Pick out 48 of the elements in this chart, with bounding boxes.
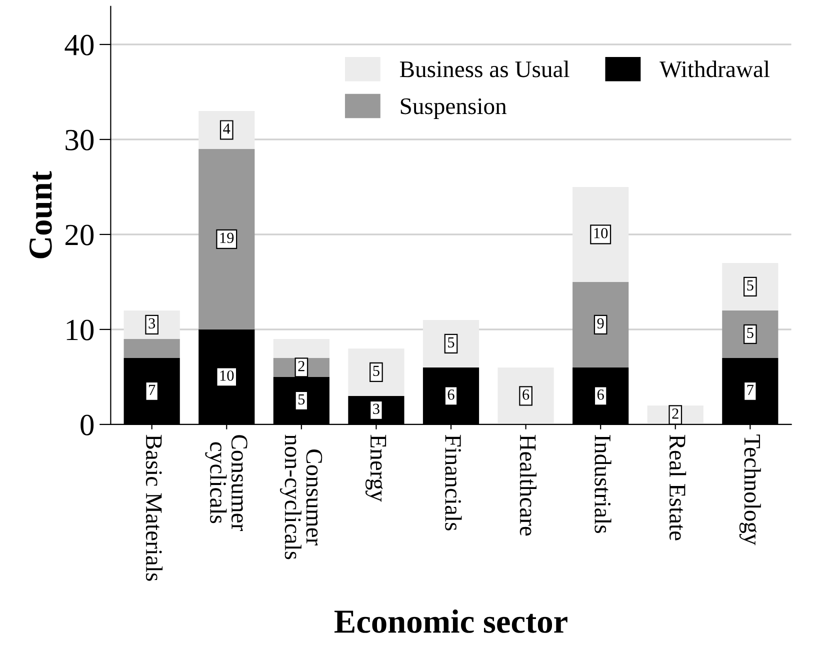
y-tick-label: 0 — [80, 414, 94, 436]
data-label: 5 — [448, 337, 454, 348]
bar — [722, 262, 778, 310]
x-tick-label: Industrials — [594, 435, 612, 533]
bar — [348, 348, 404, 396]
x-tick-label: Basic Materials — [146, 434, 163, 581]
data-label: 19 — [220, 232, 234, 244]
data-label: 5 — [298, 394, 305, 405]
data-label: 3 — [148, 318, 156, 329]
data-label: 2 — [298, 361, 304, 372]
bar — [198, 148, 255, 330]
data-label: 7 — [149, 384, 156, 395]
data-label: 6 — [597, 390, 604, 400]
bar — [124, 338, 180, 358]
legend-label: Business as Usual — [400, 60, 570, 78]
y-axis-title: Count — [29, 171, 52, 258]
y-tick-label: 30 — [66, 130, 94, 150]
data-label: 2 — [672, 408, 678, 419]
bar — [422, 320, 480, 368]
data-label: 7 — [747, 384, 754, 395]
x-tick-label: Healthcare — [520, 434, 536, 536]
data-label: 10 — [220, 370, 234, 381]
y-tick-label: 40 — [64, 34, 94, 56]
bar — [572, 282, 629, 368]
data-label: 10 — [594, 228, 608, 238]
x-tick-label: Technology — [739, 434, 761, 546]
data-label: 5 — [747, 328, 754, 338]
data-label: 5 — [747, 280, 754, 291]
x-tick-label: Real Estate — [669, 434, 686, 540]
bar — [722, 310, 778, 358]
legend-label: Withdrawal — [660, 60, 770, 78]
data-label: 5 — [373, 366, 380, 376]
bar — [273, 338, 330, 358]
x-tick-label: Consumer cyclicals — [205, 435, 248, 532]
y-tick-label: 20 — [66, 224, 94, 246]
x-axis-title: Economic sector — [334, 609, 568, 633]
data-label: 6 — [522, 390, 530, 400]
x-tick-label: Energy — [366, 434, 386, 502]
data-label: 6 — [448, 390, 454, 400]
x-tick-label: Consumer non-cyclicals — [280, 434, 322, 560]
legend-label: Suspension — [400, 98, 507, 119]
bar — [498, 367, 554, 424]
bar — [572, 186, 629, 282]
data-label: 9 — [597, 318, 604, 329]
x-tick-label: Financials — [445, 434, 462, 530]
y-tick-label: 10 — [66, 320, 94, 340]
data-label: 4 — [223, 124, 230, 134]
data-label: 3 — [373, 404, 380, 414]
